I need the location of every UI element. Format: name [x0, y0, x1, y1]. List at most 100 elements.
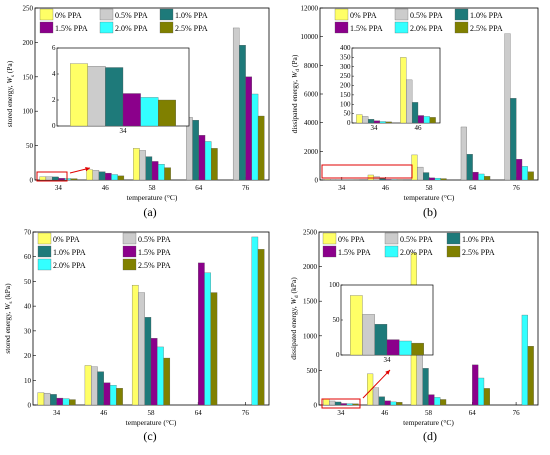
- bar: [324, 179, 331, 181]
- bar: [483, 388, 490, 406]
- inset-y-tick-label: 100: [340, 100, 351, 108]
- inset-bar: [400, 57, 407, 124]
- y-tick-label: 100: [23, 108, 34, 116]
- bar: [163, 357, 171, 406]
- bar: [396, 402, 403, 406]
- inset-y-tick-label: 6: [52, 44, 56, 52]
- panel-label: (a): [143, 205, 156, 219]
- legend-swatch: [334, 8, 349, 21]
- bar: [91, 366, 98, 406]
- legend-label: 0.5% PPA: [138, 235, 171, 244]
- bar: [352, 403, 359, 406]
- y-tick-label: 2500: [303, 229, 318, 237]
- x-tick-label: 64: [469, 409, 477, 417]
- y-tick-label: 0: [315, 177, 319, 185]
- legend-label: 2.0% PPA: [53, 261, 86, 270]
- bar: [367, 174, 374, 181]
- inset-bar: [411, 102, 419, 124]
- bar: [210, 292, 218, 406]
- legend-label: 2.5% PPA: [470, 24, 503, 33]
- x-tick-label: 34: [53, 409, 61, 417]
- x-tick-label: 46: [381, 409, 389, 417]
- bar: [109, 385, 117, 406]
- legend-label: 1.5% PPA: [55, 24, 88, 33]
- bar: [211, 148, 218, 181]
- inset-y-tick-label: 0: [52, 122, 56, 130]
- bar: [192, 119, 199, 181]
- panel-label: (d): [423, 429, 437, 443]
- bar: [232, 27, 240, 181]
- legend-swatch: [99, 8, 114, 21]
- legend-swatch: [384, 232, 399, 245]
- bar: [516, 159, 523, 181]
- x-tick-label: 76: [242, 409, 250, 417]
- inset-bar: [367, 119, 375, 124]
- bar: [204, 272, 211, 406]
- bar: [472, 364, 479, 406]
- bar: [422, 368, 429, 406]
- legend-swatch: [159, 21, 174, 34]
- bar: [478, 173, 485, 181]
- inset-bar: [105, 67, 124, 127]
- y-tick-label: 60: [24, 253, 32, 261]
- y-tick-label: 1000: [303, 332, 318, 340]
- bar: [460, 126, 467, 181]
- bar: [378, 396, 385, 406]
- bar: [144, 317, 152, 406]
- bar: [50, 394, 57, 406]
- inset-bar: [385, 121, 392, 124]
- inset-bar: [429, 117, 436, 124]
- x-tick-label: 34: [338, 184, 346, 192]
- legend-swatch: [37, 232, 52, 245]
- x-tick-label: 64: [195, 409, 203, 417]
- bar: [440, 178, 447, 181]
- legend-label: 1.0% PPA: [53, 248, 86, 257]
- bar: [39, 176, 47, 181]
- inset-bar: [362, 314, 375, 356]
- bar: [340, 403, 347, 406]
- inset-bar: [423, 116, 430, 124]
- bar: [472, 171, 479, 181]
- zoom-arrow-head: [85, 166, 90, 172]
- bar: [428, 394, 435, 406]
- y-tick-label: 6000: [304, 91, 319, 99]
- bar: [97, 371, 104, 406]
- inset-bar: [386, 339, 400, 356]
- zoom-marker: [36, 171, 68, 182]
- bar: [198, 262, 205, 406]
- inset-bar: [87, 66, 106, 127]
- legend-swatch: [454, 21, 469, 34]
- x-tick-label: 58: [149, 184, 157, 192]
- legend-swatch: [122, 258, 137, 271]
- inset-bar: [373, 120, 381, 124]
- legend-swatch: [322, 232, 337, 245]
- bar: [521, 314, 528, 406]
- bar: [434, 397, 441, 406]
- inset-bar: [356, 114, 363, 124]
- bar: [434, 177, 441, 181]
- bar: [64, 178, 72, 181]
- bar: [186, 117, 193, 181]
- bar: [510, 98, 517, 181]
- bar: [70, 178, 78, 181]
- bar: [390, 401, 397, 406]
- x-tick-label: 58: [425, 409, 433, 417]
- inset-y-tick-label: 350: [340, 53, 351, 61]
- legend-label: 0.5% PPA: [115, 11, 148, 20]
- legend-label: 2.0% PPA: [115, 24, 148, 33]
- y-axis-label: stored energy, Ws (Pa): [5, 60, 16, 127]
- inset-y-tick-label: 200: [340, 82, 351, 90]
- bar: [69, 399, 76, 406]
- bar: [204, 141, 212, 181]
- inset-x-tick-label: 46: [415, 124, 423, 132]
- bar: [105, 172, 112, 181]
- legend-label: 2.0% PPA: [410, 24, 443, 33]
- inset-bar: [140, 97, 159, 127]
- y-axis-label: stored energy, Ws (kPa): [3, 283, 14, 354]
- legend-label: 2.5% PPA: [175, 24, 208, 33]
- bar: [86, 169, 93, 181]
- inset-y-tick-label: 100: [329, 281, 340, 289]
- legend-label: 1.5% PPA: [338, 248, 371, 257]
